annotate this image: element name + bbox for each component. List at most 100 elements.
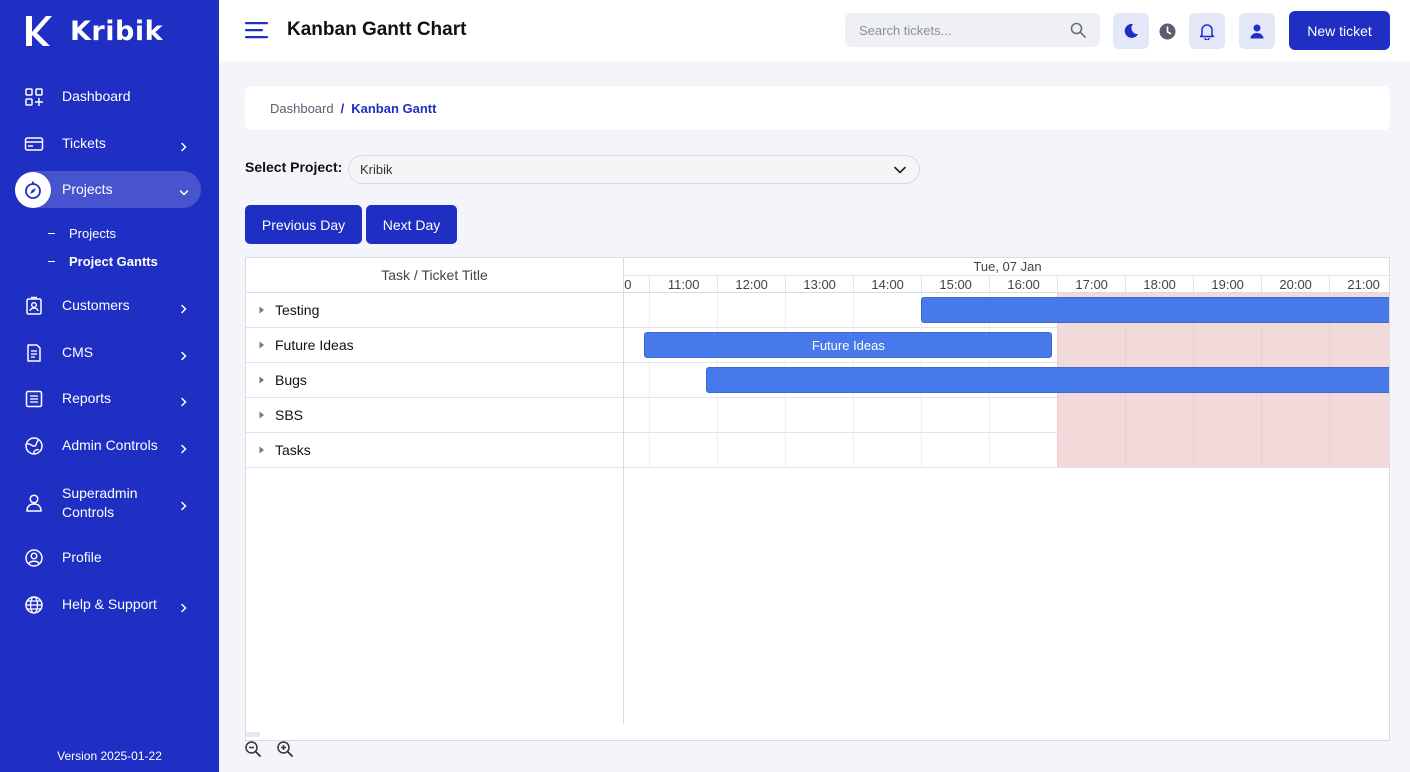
timeline-hour-label: 17:00: [1057, 276, 1125, 293]
timeline-cell: [624, 398, 649, 433]
task-column-header: Task / Ticket Title: [246, 258, 623, 293]
timeline-cell: [649, 293, 717, 328]
sidebar-item-dashboard[interactable]: Dashboard: [15, 78, 201, 115]
sidebar-item-cms[interactable]: CMS: [15, 334, 201, 371]
timeline-cell: [853, 433, 921, 468]
timeline-cell-offhours: [1057, 328, 1126, 363]
gantt-bar[interactable]: Future Ideas: [644, 332, 1053, 358]
task-row[interactable]: Bugs: [246, 363, 623, 398]
sidebar-item-label: Customers: [62, 297, 130, 313]
timeline-hour-label: 19:00: [1193, 276, 1261, 293]
sidebar-item-superadmin-controls[interactable]: Superadmin Controls: [15, 482, 201, 524]
dark-mode-button[interactable]: [1113, 13, 1149, 49]
timeline-cell-offhours: [1125, 328, 1194, 363]
user-icon: [1250, 24, 1264, 39]
sidebar-item-customers[interactable]: Customers: [15, 287, 201, 324]
chevron-down-icon: [894, 166, 906, 174]
horizontal-scrollbar[interactable]: [246, 732, 260, 737]
timeline-cell: [717, 293, 785, 328]
timeline-hour-label: 10:00: [624, 277, 632, 292]
breadcrumb-dashboard-link[interactable]: Dashboard: [270, 100, 334, 116]
sidebar-subitem-label: Projects: [69, 226, 116, 241]
kribik-logo-icon: [26, 16, 52, 46]
new-ticket-button[interactable]: New ticket: [1289, 11, 1390, 50]
sidebar-item-help-support[interactable]: Help & Support: [15, 586, 201, 623]
timeline-hour-label: 13:00: [785, 276, 853, 293]
sidebar-item-label: CMS: [62, 344, 94, 360]
top-header: Kanban Gantt Chart New ticket: [219, 0, 1410, 61]
timeline-cell-offhours: [1193, 328, 1262, 363]
sidebar-item-label: Projects: [62, 181, 113, 197]
sidebar-item-label: Help & Support: [62, 596, 157, 612]
timeline-row: [624, 293, 1389, 328]
sidebar-item-projects[interactable]: Projects: [15, 171, 201, 208]
zoom-in-icon[interactable]: [277, 741, 293, 757]
timeline-row: [624, 398, 1389, 433]
task-name: Bugs: [275, 372, 307, 388]
timeline-cell-offhours: [1193, 433, 1262, 468]
sidebar-subitem-projects[interactable]: Projects: [48, 226, 116, 241]
search-input[interactable]: [859, 13, 1059, 47]
account-button[interactable]: [1239, 13, 1275, 49]
sidebar-item-admin-controls[interactable]: Admin Controls: [15, 427, 201, 464]
gantt-chart: Task / Ticket Title Testing Future Ideas B…: [245, 257, 1390, 741]
task-name: Tasks: [275, 442, 311, 458]
search-icon[interactable]: [1070, 22, 1086, 38]
clock-icon: [1159, 23, 1175, 39]
chevron-right-icon: [179, 600, 189, 612]
task-row[interactable]: SBS: [246, 398, 623, 433]
subitem-dash: [48, 261, 55, 262]
timeline-cell: [785, 398, 853, 433]
gantt-timeline: Tue, 07 Jan 10:00 11:0012:0013:0014:0015:…: [624, 258, 1389, 740]
list-icon: [24, 389, 44, 409]
compass-icon: [15, 171, 51, 208]
chevron-right-icon: [179, 348, 189, 360]
task-row[interactable]: Tasks: [246, 433, 623, 468]
zoom-out-icon[interactable]: [245, 741, 261, 757]
history-button[interactable]: [1149, 13, 1185, 49]
timeline-cell-offhours: [1261, 328, 1330, 363]
task-name: Testing: [275, 302, 320, 318]
gantt-bar-label: Future Ideas: [811, 337, 885, 353]
expand-toggle-icon[interactable]: [259, 376, 265, 384]
id-badge-icon: [24, 296, 44, 316]
timeline-hour-label: 11:00: [649, 276, 717, 293]
app-version: Version 2025-01-22: [57, 749, 162, 763]
expand-toggle-icon[interactable]: [259, 446, 265, 454]
task-name: SBS: [275, 407, 304, 423]
logo[interactable]: Kribik: [24, 14, 163, 48]
timeline-cell: [624, 363, 649, 398]
expand-toggle-icon[interactable]: [259, 411, 265, 419]
timeline-hours: 10:00 11:0012:0013:0014:0015:0016:0017:00…: [624, 276, 1389, 293]
gantt-bar[interactable]: [705, 367, 1389, 393]
sidebar-item-profile[interactable]: Profile: [15, 539, 201, 576]
project-select[interactable]: Kribik: [348, 155, 920, 184]
timeline-hour-label: 12:00: [717, 276, 785, 293]
task-row[interactable]: Testing: [246, 293, 623, 328]
task-row[interactable]: Future Ideas: [246, 328, 623, 363]
timeline-date-label: Tue, 07 Jan: [624, 258, 1389, 276]
expand-toggle-icon[interactable]: [259, 306, 265, 314]
gantt-bar[interactable]: [921, 297, 1389, 323]
dashboard-icon: [24, 87, 44, 107]
timeline-row: Future Ideas: [624, 328, 1389, 363]
breadcrumb: Dashboard / Kanban Gantt: [245, 86, 1390, 130]
timeline-cell: [649, 363, 717, 398]
timeline-cell: [785, 433, 853, 468]
previous-day-button[interactable]: Previous Day: [245, 205, 362, 244]
sidebar-item-reports[interactable]: Reports: [15, 380, 201, 417]
hamburger-menu-icon[interactable]: [245, 21, 268, 39]
sidebar-item-tickets[interactable]: Tickets: [15, 125, 201, 162]
expand-toggle-icon[interactable]: [259, 341, 265, 349]
bell-icon: [1199, 24, 1215, 40]
timeline-cell: [921, 433, 989, 468]
notifications-button[interactable]: [1189, 13, 1225, 49]
timeline-hour-label: 14:00: [853, 276, 921, 293]
sidebar-subitem-project-gantts[interactable]: Project Gantts: [48, 254, 158, 269]
sidebar: Kribik Dashboard Tickets Projects Customers…: [0, 0, 219, 772]
profile-icon: [24, 548, 44, 568]
page-title: Kanban Gantt Chart: [287, 19, 467, 40]
next-day-button[interactable]: Next Day: [366, 205, 457, 244]
project-select-value: Kribik: [360, 162, 393, 177]
timeline-row: [624, 433, 1389, 468]
